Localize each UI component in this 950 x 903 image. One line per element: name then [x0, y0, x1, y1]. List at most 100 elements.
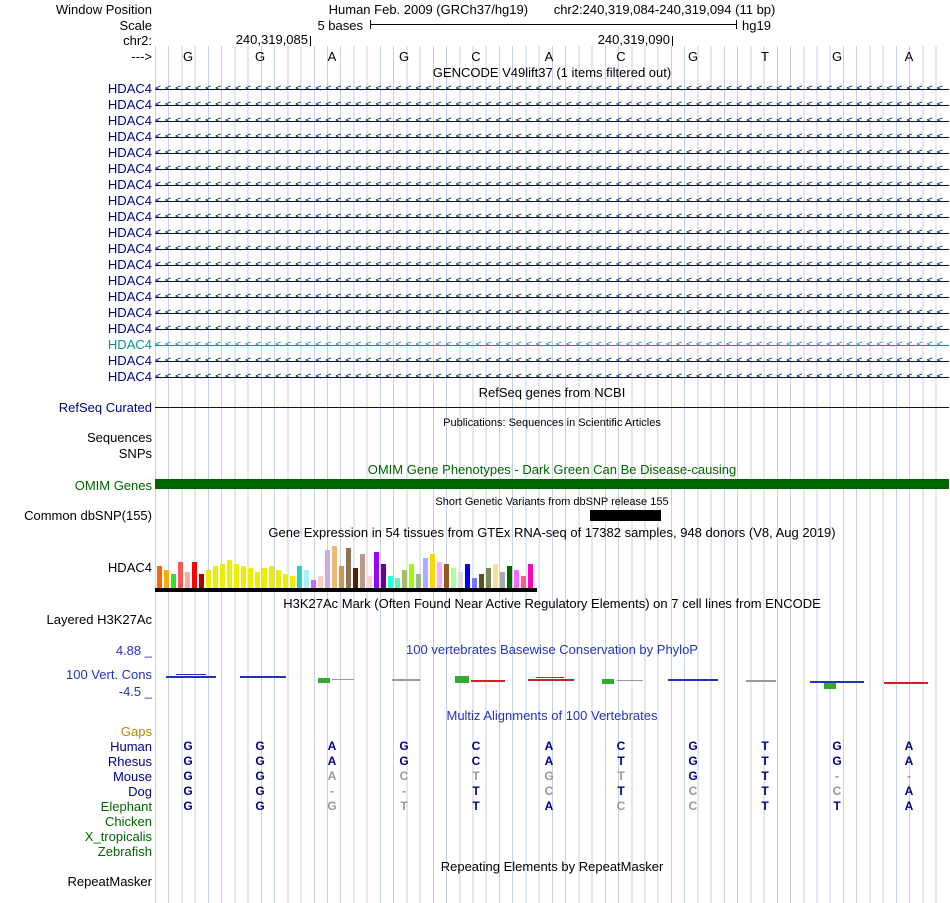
alignment-letter: C — [832, 784, 842, 798]
gene-transcript[interactable]: <<<<<<<<<<<<<<<<<<<<<<<<<<<<<<<<<<<<<<<<… — [155, 161, 949, 177]
gene-transcript[interactable]: <<<<<<<<<<<<<<<<<<<<<<<<<<<<<<<<<<<<<<<<… — [155, 369, 949, 385]
gene-line — [155, 169, 949, 170]
gene-transcript[interactable]: <<<<<<<<<<<<<<<<<<<<<<<<<<<<<<<<<<<<<<<<… — [155, 257, 949, 273]
gene-label[interactable]: HDAC4 — [107, 177, 152, 192]
gaps-row-label: Gaps — [120, 724, 152, 739]
gtex-tissue-bar — [367, 576, 372, 588]
gene-label[interactable]: HDAC4 — [107, 289, 152, 304]
species-label[interactable]: Rhesus — [107, 754, 152, 769]
gene-transcript[interactable]: <<<<<<<<<<<<<<<<<<<<<<<<<<<<<<<<<<<<<<<<… — [155, 193, 949, 209]
position-header: Human Feb. 2009 (GRCh37/hg19) chr2:240,3… — [155, 2, 949, 17]
gene-direction-arrows: <<<<<<<<<<<<<<<<<<<<<<<<<<<<<<<<<<<<<<<<… — [155, 163, 947, 174]
gene-label[interactable]: HDAC4 — [107, 337, 152, 352]
omim-genes-label[interactable]: OMIM Genes — [74, 478, 152, 493]
gene-transcript[interactable]: <<<<<<<<<<<<<<<<<<<<<<<<<<<<<<<<<<<<<<<<… — [155, 305, 949, 321]
omim-gene-item[interactable] — [155, 479, 949, 489]
sequences-track-label[interactable]: Sequences — [86, 430, 152, 445]
alignment-letter: T — [472, 769, 480, 783]
alignment-letter: A — [544, 739, 554, 753]
species-label[interactable]: Human — [110, 739, 152, 754]
gtex-tissue-bar — [227, 560, 232, 588]
gtex-gene-label[interactable]: HDAC4 — [107, 560, 152, 575]
coordinate-tick-mark — [310, 36, 311, 46]
base-letter: G — [687, 49, 699, 64]
gene-label[interactable]: HDAC4 — [107, 225, 152, 240]
alignment-letter: G — [688, 769, 698, 783]
dbsnp-track-label[interactable]: Common dbSNP(155) — [24, 508, 152, 523]
alignment-letter: A — [544, 754, 554, 768]
alignment-letter: C — [688, 784, 698, 798]
gene-transcript[interactable]: <<<<<<<<<<<<<<<<<<<<<<<<<<<<<<<<<<<<<<<<… — [155, 353, 949, 369]
gene-transcript[interactable]: <<<<<<<<<<<<<<<<<<<<<<<<<<<<<<<<<<<<<<<<… — [155, 177, 949, 193]
gtex-tissue-bar — [178, 562, 183, 588]
conservation-track-title[interactable]: 100 vertebrates Basewise Conservation by… — [406, 642, 698, 657]
gene-label[interactable]: HDAC4 — [107, 321, 152, 336]
gtex-tissue-bar — [500, 572, 505, 588]
species-label[interactable]: X_tropicalis — [84, 829, 152, 844]
gene-transcript[interactable]: <<<<<<<<<<<<<<<<<<<<<<<<<<<<<<<<<<<<<<<<… — [155, 225, 949, 241]
refseq-curated-label[interactable]: RefSeq Curated — [58, 400, 152, 415]
gene-label[interactable]: HDAC4 — [107, 257, 152, 272]
species-label[interactable]: Elephant — [100, 799, 152, 814]
alignment-letter: C — [688, 799, 698, 813]
gene-transcript[interactable]: <<<<<<<<<<<<<<<<<<<<<<<<<<<<<<<<<<<<<<<<… — [155, 129, 949, 145]
conservation-track-label[interactable]: 100 Vert. Cons — [66, 667, 152, 682]
species-label[interactable]: Dog — [128, 784, 152, 799]
gene-label[interactable]: HDAC4 — [107, 241, 152, 256]
gene-direction-arrows: <<<<<<<<<<<<<<<<<<<<<<<<<<<<<<<<<<<<<<<<… — [155, 323, 947, 334]
gene-transcript[interactable]: <<<<<<<<<<<<<<<<<<<<<<<<<<<<<<<<<<<<<<<<… — [155, 97, 949, 113]
gtex-tissue-bar — [206, 570, 211, 588]
gene-label[interactable]: HDAC4 — [107, 369, 152, 384]
refseq-gene-item[interactable] — [155, 407, 949, 408]
multiz-track-title[interactable]: Multiz Alignments of 100 Vertebrates — [446, 708, 658, 723]
gene-label[interactable]: HDAC4 — [107, 113, 152, 128]
gene-line — [155, 265, 949, 266]
gene-transcript[interactable]: <<<<<<<<<<<<<<<<<<<<<<<<<<<<<<<<<<<<<<<<… — [155, 273, 949, 289]
gtex-tissue-bar — [388, 576, 393, 588]
gene-label[interactable]: HDAC4 — [107, 273, 152, 288]
gencode-track-title[interactable]: GENCODE V49lift37 (1 items filtered out) — [432, 65, 672, 80]
h3k27ac-track-label[interactable]: Layered H3K27Ac — [46, 612, 152, 627]
gene-label[interactable]: HDAC4 — [107, 97, 152, 112]
conservation-mark — [471, 680, 505, 682]
gtex-track-title[interactable]: Gene Expression in 54 tissues from GTEx … — [268, 525, 836, 540]
species-label[interactable]: Chicken — [105, 814, 152, 829]
refseq-track-title[interactable]: RefSeq genes from NCBI — [478, 385, 626, 400]
conservation-mark — [528, 679, 574, 681]
gene-transcript[interactable]: <<<<<<<<<<<<<<<<<<<<<<<<<<<<<<<<<<<<<<<<… — [155, 145, 949, 161]
gene-label[interactable]: HDAC4 — [107, 161, 152, 176]
gene-transcript[interactable]: <<<<<<<<<<<<<<<<<<<<<<<<<<<<<<<<<<<<<<<<… — [155, 241, 949, 257]
alignment-letter: G — [183, 799, 193, 813]
repeatmasker-track-label[interactable]: RepeatMasker — [67, 874, 152, 889]
gene-label[interactable]: HDAC4 — [107, 129, 152, 144]
snps-track-label[interactable]: SNPs — [118, 446, 152, 461]
h3k27ac-track-title[interactable]: H3K27Ac Mark (Often Found Near Active Re… — [283, 596, 821, 611]
gene-label[interactable]: HDAC4 — [107, 145, 152, 160]
scale-value: 5 bases — [317, 18, 363, 33]
gene-line — [155, 105, 949, 106]
gene-label[interactable]: HDAC4 — [107, 81, 152, 96]
repeatmasker-track-title[interactable]: Repeating Elements by RepeatMasker — [440, 859, 664, 874]
species-label[interactable]: Zebrafish — [97, 844, 152, 859]
alignment-letter: G — [183, 754, 193, 768]
gene-label[interactable]: HDAC4 — [107, 209, 152, 224]
gene-label[interactable]: HDAC4 — [107, 305, 152, 320]
gene-transcript[interactable]: <<<<<<<<<<<<<<<<<<<<<<<<<<<<<<<<<<<<<<<<… — [155, 289, 949, 305]
scale-bar — [370, 20, 737, 29]
omim-track-title[interactable]: OMIM Gene Phenotypes - Dark Green Can Be… — [367, 462, 737, 477]
gtex-tissue-bar — [185, 572, 190, 588]
gene-transcript[interactable]: <<<<<<<<<<<<<<<<<<<<<<<<<<<<<<<<<<<<<<<<… — [155, 209, 949, 225]
gene-transcript[interactable]: <<<<<<<<<<<<<<<<<<<<<<<<<<<<<<<<<<<<<<<<… — [155, 321, 949, 337]
gene-label[interactable]: HDAC4 — [107, 193, 152, 208]
publications-track-title[interactable]: Publications: Sequences in Scientific Ar… — [443, 417, 661, 429]
gtex-tissue-bar — [486, 568, 491, 588]
gtex-tissue-bar — [479, 574, 484, 588]
gene-transcript[interactable]: <<<<<<<<<<<<<<<<<<<<<<<<<<<<<<<<<<<<<<<<… — [155, 113, 949, 129]
gene-transcript[interactable]: <<<<<<<<<<<<<<<<<<<<<<<<<<<<<<<<<<<<<<<<… — [155, 337, 949, 353]
dbsnp-track-title[interactable]: Short Genetic Variants from dbSNP releas… — [435, 496, 669, 508]
alignment-letter: G — [327, 799, 337, 813]
species-label[interactable]: Mouse — [112, 769, 152, 784]
gene-label[interactable]: HDAC4 — [107, 353, 152, 368]
dbsnp-variant-item[interactable] — [590, 510, 661, 521]
gene-transcript[interactable]: <<<<<<<<<<<<<<<<<<<<<<<<<<<<<<<<<<<<<<<<… — [155, 81, 949, 97]
